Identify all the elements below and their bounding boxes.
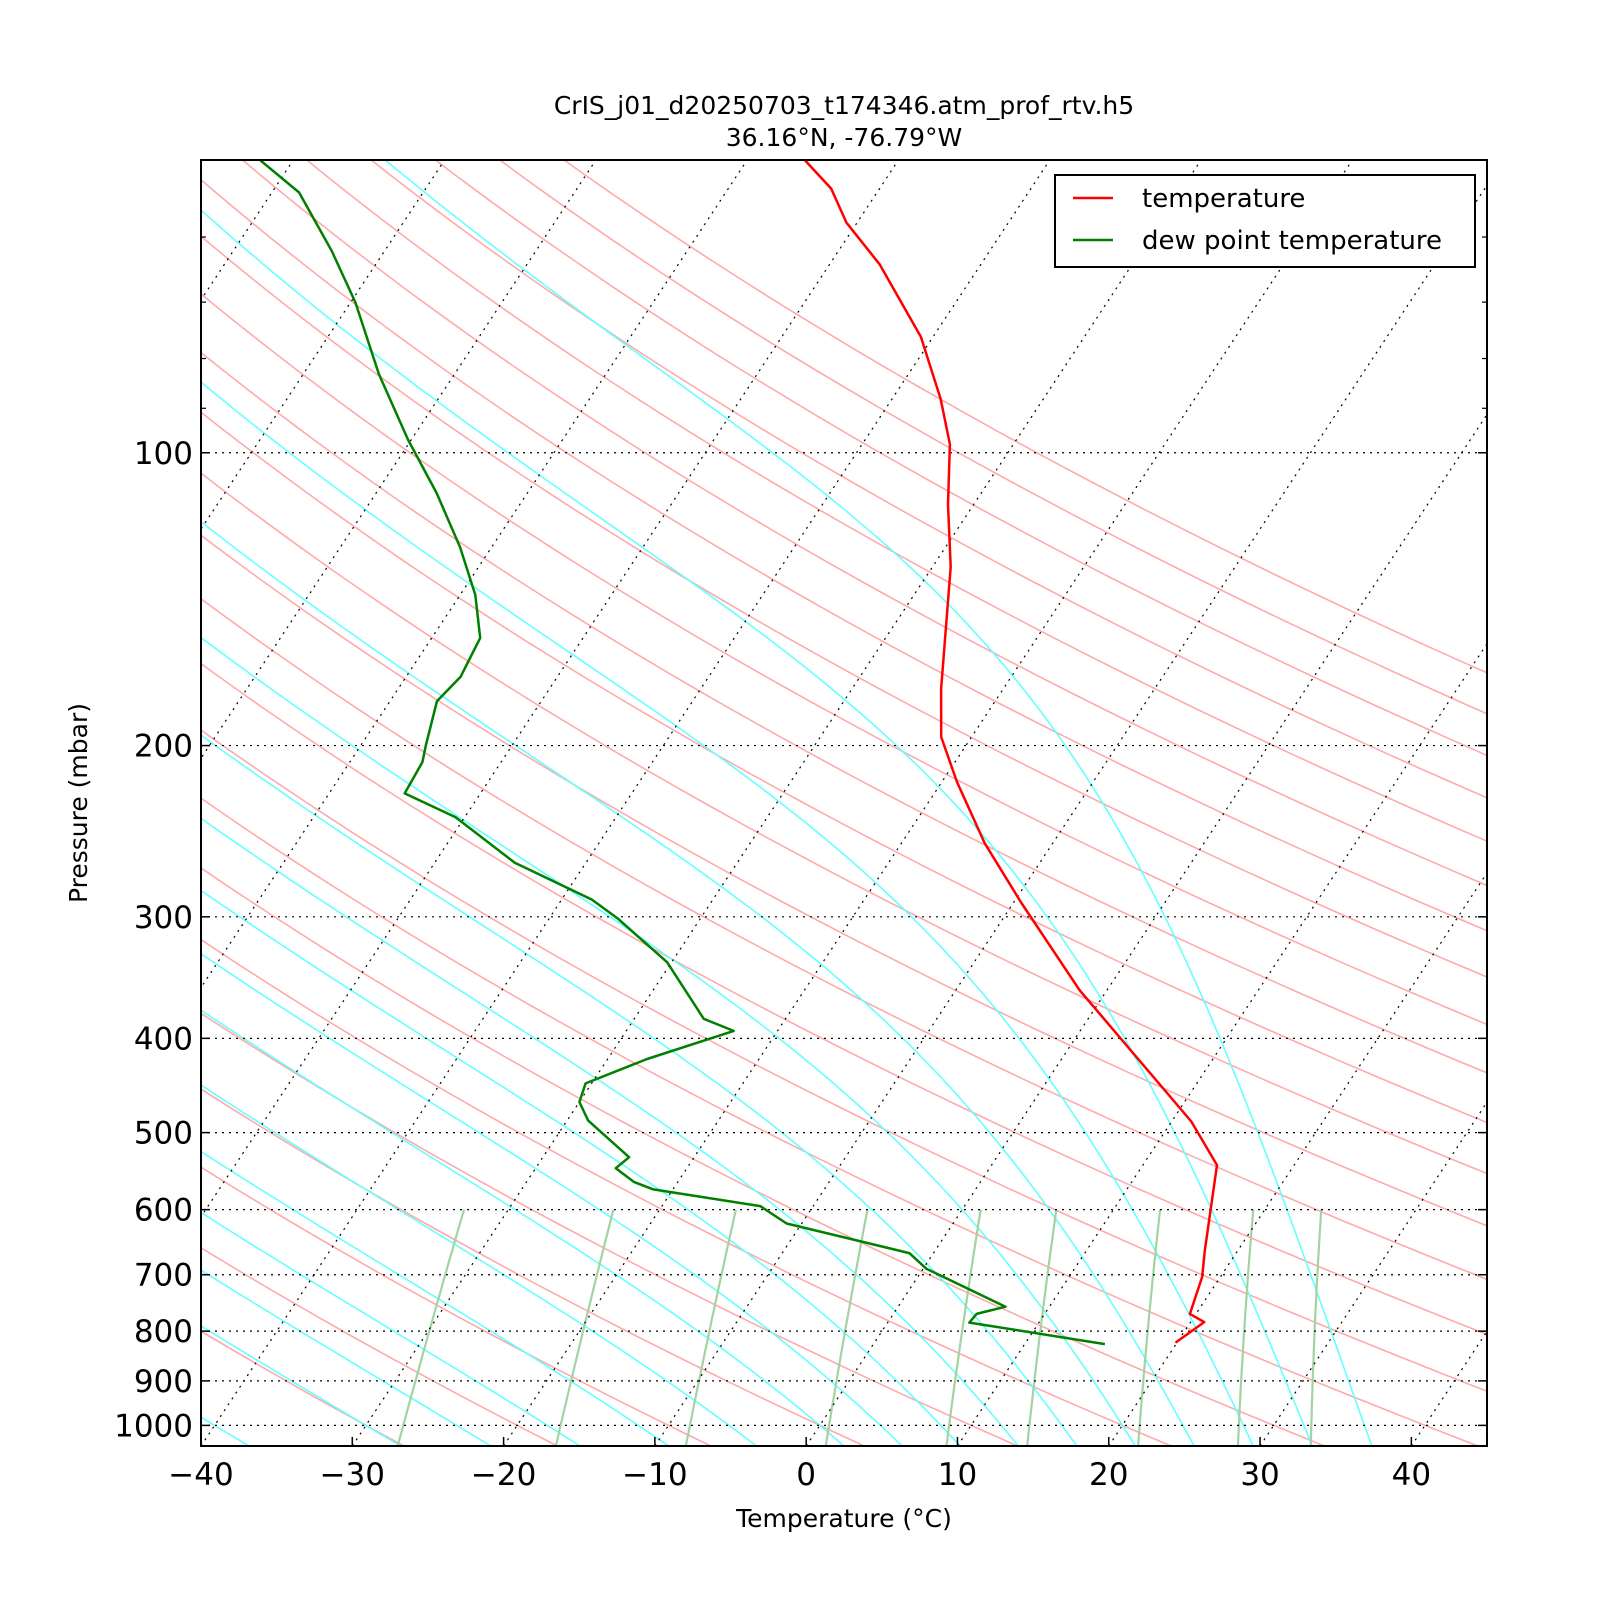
moist-adiabat-line [201,817,1020,1446]
x-tick-label: 30 [1240,1457,1279,1493]
moist-adiabat-line [201,1211,581,1446]
mixing-ratio-line [684,1209,737,1446]
isotherm-gridline [1410,1330,1487,1446]
moist-adiabat-line [201,209,1314,1446]
x-tick-label: 10 [938,1457,977,1493]
moist-adiabat-line [201,1150,670,1446]
mixing-ratio-line [396,1209,466,1446]
grid-lines [201,160,1600,1446]
moist-adiabat-line [201,1269,492,1446]
dry-adiabat-line [242,160,1487,887]
isotherm-gridline [503,160,1353,1446]
dry-adiabat-line [201,662,1487,1336]
x-tick-label: 0 [796,1457,816,1493]
y-tick-label: 400 [134,1021,193,1057]
legend-box [1054,174,1476,268]
x-tick-label: 40 [1392,1457,1431,1493]
moist-adiabat-line [201,1324,402,1446]
moist-adiabat-line [384,160,1373,1446]
temperature-line [803,160,1219,1344]
mixing-ratio-line [1137,1209,1162,1446]
background-lines [201,160,1487,1446]
y-tick-label: 500 [134,1116,193,1152]
dry-adiabat-line [201,292,1487,1026]
moist-adiabat-line [201,520,1195,1446]
x-axis-label: Temperature (°C) [735,1504,952,1533]
moist-adiabat-line [201,1416,250,1446]
y-axis-label: Pressure (mbar) [64,703,93,903]
mixing-ratio-line [1309,1209,1323,1446]
isotherm-gridline [956,642,1487,1446]
mixing-ratio-line [1026,1209,1058,1446]
dry-adiabat-line [201,797,1479,1446]
mixing-ratio-line [945,1209,982,1446]
moist-adiabat-line [201,1084,758,1446]
dry-adiabat-line [201,597,1487,1281]
moist-adiabat-line [201,734,1078,1446]
moist-adiabat-line [201,1009,845,1446]
isotherm-gridline [1563,160,1600,1446]
isotherm-gridline [201,160,294,301]
x-tick-label: −30 [320,1457,385,1493]
dry-adiabat-line [563,160,1487,674]
axis-ticks [200,159,1487,1446]
y-tick-labels: 100 200 300 400 500 600 700 800 900 1000 [114,436,193,1445]
y-tick-label: 800 [134,1314,193,1350]
dew-point-temperature-line [259,160,1106,1346]
isotherm-gridline [201,160,1051,1446]
chart-title: CrIS_j01_d20250703_t174346.atm_prof_rtv.… [554,91,1134,120]
dry-adiabat-line [201,351,1487,1074]
dry-adiabat-line [201,938,1172,1446]
dry-adiabat-line [201,867,1325,1446]
y-tick-label: 600 [134,1193,193,1229]
dry-adiabat-line [201,411,1487,1124]
dry-adiabat-line [201,178,1487,932]
isotherm-gridline [201,160,748,989]
moist-adiabat-line [201,636,1137,1446]
dry-adiabat-line [201,729,1487,1393]
y-tick-label: 900 [134,1364,193,1400]
isotherm-gridline [654,184,1487,1446]
isotherm-gridline [1259,1101,1487,1446]
dry-adiabat-line [201,235,1487,978]
data-series [259,160,1219,1346]
dry-adiabat-line [201,534,1487,1227]
legend-label-dew-point-temperature: dew point temperature [1142,226,1442,256]
x-tick-labels: −40 −30 −20 −10 0 10 20 30 40 [168,1457,1431,1493]
y-tick-label: 1000 [114,1408,193,1444]
moist-adiabat-line [201,952,903,1446]
x-tick-label: −10 [622,1457,687,1493]
chart-subtitle: 36.16°N, -76.79°W [726,123,962,152]
x-tick-label: 20 [1089,1457,1128,1493]
dry-adiabat-line [370,160,1487,799]
x-tick-label: −20 [471,1457,536,1493]
dry-adiabat-line [201,1012,1018,1446]
y-tick-label: 200 [134,729,193,765]
dry-adiabat-line [201,1088,865,1446]
y-tick-label: 700 [134,1258,193,1294]
legend-label-temperature: temperature [1142,184,1305,214]
isotherm-gridline [351,160,1202,1446]
legend: temperature dew point temperature [1054,174,1476,268]
mixing-ratio-line [1236,1209,1255,1446]
isotherm-gridline [805,413,1487,1446]
dry-adiabat-line [499,160,1487,715]
mixing-ratio-line [824,1209,869,1446]
dry-adiabat-line [435,160,1487,757]
y-tick-label: 300 [134,900,193,936]
y-tick-label: 100 [134,436,193,472]
isotherm-gridline [1108,871,1487,1446]
moist-adiabat-line [201,889,961,1446]
dry-adiabat-line [201,472,1487,1175]
x-tick-label: −40 [168,1457,233,1493]
moist-adiabat-line [201,381,1254,1446]
dry-adiabat-line [201,1166,712,1446]
mixing-ratio-line [554,1209,615,1446]
plot-frame [200,159,1488,1447]
dry-adiabat-line [306,160,1487,843]
isotherm-gridline [201,160,899,1218]
